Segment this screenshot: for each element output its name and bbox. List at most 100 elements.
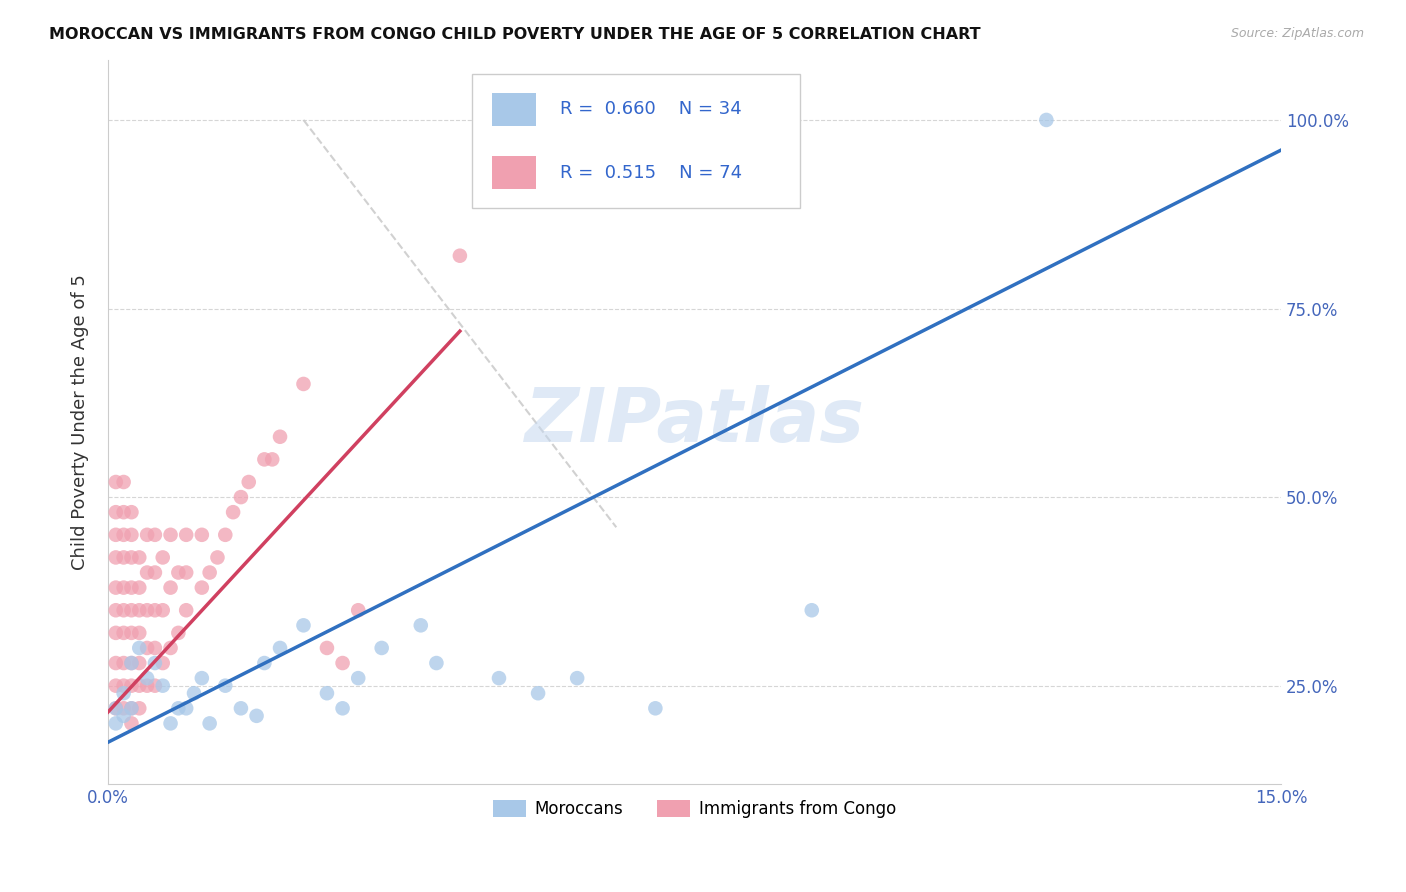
- Point: [143, 528, 166, 542]
- Point: [128, 625, 150, 640]
- Point: [104, 581, 127, 595]
- Point: [104, 679, 127, 693]
- Point: [104, 528, 127, 542]
- Point: [174, 566, 197, 580]
- Point: [644, 701, 666, 715]
- Point: [207, 550, 229, 565]
- Point: [136, 640, 159, 655]
- Point: [128, 581, 150, 595]
- Point: [174, 701, 197, 715]
- Point: [128, 679, 150, 693]
- Point: [347, 671, 370, 685]
- Point: [143, 640, 166, 655]
- Point: [253, 656, 276, 670]
- Point: [214, 528, 236, 542]
- Point: [112, 686, 135, 700]
- Point: [120, 701, 142, 715]
- Point: [112, 475, 135, 489]
- Point: [128, 701, 150, 715]
- Point: [191, 581, 214, 595]
- Point: [409, 618, 432, 632]
- Point: [104, 701, 127, 715]
- Point: [112, 701, 135, 715]
- Point: [104, 603, 127, 617]
- FancyBboxPatch shape: [492, 93, 536, 126]
- Point: [370, 640, 392, 655]
- Point: [104, 550, 127, 565]
- Point: [167, 701, 190, 715]
- Point: [120, 656, 142, 670]
- Point: [488, 671, 510, 685]
- Point: [222, 505, 245, 519]
- Point: [120, 581, 142, 595]
- Point: [112, 581, 135, 595]
- Point: [159, 528, 181, 542]
- Point: [449, 249, 471, 263]
- Point: [229, 490, 252, 504]
- Point: [1035, 112, 1057, 127]
- Point: [253, 452, 276, 467]
- Point: [136, 566, 159, 580]
- Text: R =  0.660    N = 34: R = 0.660 N = 34: [560, 101, 741, 119]
- Point: [316, 640, 339, 655]
- Point: [152, 603, 174, 617]
- Point: [183, 686, 205, 700]
- Point: [120, 528, 142, 542]
- Point: [167, 566, 190, 580]
- Legend: Moroccans, Immigrants from Congo: Moroccans, Immigrants from Congo: [485, 791, 904, 826]
- Point: [332, 701, 354, 715]
- Point: [159, 716, 181, 731]
- Point: [332, 656, 354, 670]
- Point: [269, 640, 291, 655]
- Point: [112, 679, 135, 693]
- Point: [112, 709, 135, 723]
- Text: MOROCCAN VS IMMIGRANTS FROM CONGO CHILD POVERTY UNDER THE AGE OF 5 CORRELATION C: MOROCCAN VS IMMIGRANTS FROM CONGO CHILD …: [49, 27, 981, 42]
- Point: [136, 603, 159, 617]
- Point: [198, 716, 221, 731]
- Point: [120, 505, 142, 519]
- Text: R =  0.515    N = 74: R = 0.515 N = 74: [560, 164, 742, 182]
- Point: [143, 566, 166, 580]
- Point: [136, 679, 159, 693]
- FancyBboxPatch shape: [471, 74, 800, 208]
- Point: [120, 603, 142, 617]
- Point: [159, 640, 181, 655]
- Point: [104, 716, 127, 731]
- Point: [104, 701, 127, 715]
- Point: [262, 452, 284, 467]
- Point: [800, 603, 823, 617]
- Point: [120, 679, 142, 693]
- Point: [104, 656, 127, 670]
- Point: [238, 475, 260, 489]
- Point: [214, 679, 236, 693]
- Point: [136, 671, 159, 685]
- Point: [229, 701, 252, 715]
- Point: [112, 625, 135, 640]
- Point: [347, 603, 370, 617]
- Point: [292, 618, 315, 632]
- Point: [120, 625, 142, 640]
- Point: [104, 505, 127, 519]
- Point: [198, 566, 221, 580]
- Point: [120, 550, 142, 565]
- Point: [120, 716, 142, 731]
- Point: [174, 603, 197, 617]
- Point: [120, 656, 142, 670]
- Point: [191, 528, 214, 542]
- Point: [128, 603, 150, 617]
- Point: [112, 528, 135, 542]
- Point: [104, 625, 127, 640]
- Point: [567, 671, 589, 685]
- Point: [120, 701, 142, 715]
- Point: [152, 656, 174, 670]
- Point: [191, 671, 214, 685]
- Point: [136, 528, 159, 542]
- Point: [112, 656, 135, 670]
- Point: [245, 709, 267, 723]
- FancyBboxPatch shape: [492, 156, 536, 189]
- Point: [167, 625, 190, 640]
- Point: [174, 528, 197, 542]
- Point: [159, 581, 181, 595]
- Point: [292, 376, 315, 391]
- Point: [112, 550, 135, 565]
